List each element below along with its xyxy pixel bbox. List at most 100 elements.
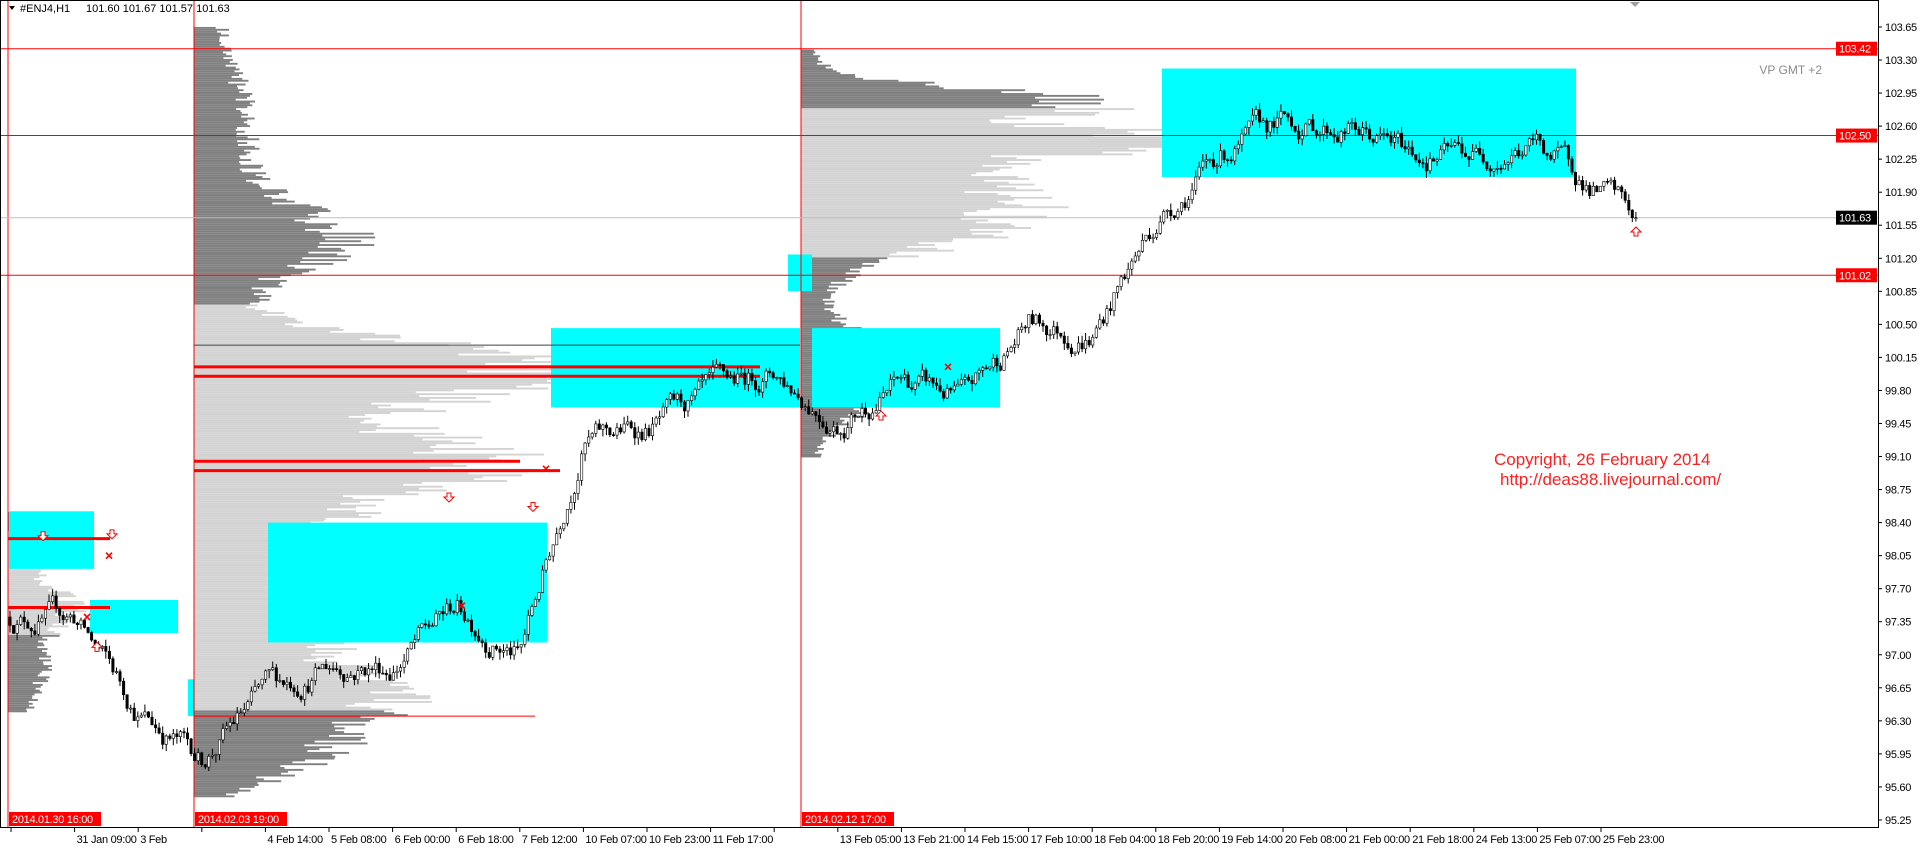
profile-bar [194, 108, 237, 111]
bull-candle [665, 399, 669, 408]
bear-candle [1570, 158, 1574, 173]
dropdown-triangle-icon[interactable] [9, 6, 15, 10]
bull-candle [221, 728, 225, 741]
profile-bar [194, 380, 548, 382]
bull-candle [68, 614, 72, 618]
bear-candle [931, 377, 935, 384]
bear-candle [189, 738, 193, 755]
bull-candle [1151, 237, 1155, 239]
profile-bar [801, 136, 1243, 139]
profile-bar [801, 242, 919, 245]
bull-candle [1094, 327, 1098, 338]
profile-bar [801, 138, 1287, 141]
bear-candle [1421, 162, 1425, 165]
profile-bar [194, 321, 303, 324]
bear-candle [682, 401, 686, 412]
bull-candle [519, 644, 523, 648]
bull-candle [700, 379, 704, 382]
profile-bar [194, 719, 370, 722]
bear-candle [1417, 159, 1421, 164]
bear-candle [193, 753, 197, 762]
y-tick-label: 98.40 [1885, 518, 1911, 530]
profile-bar [194, 338, 361, 341]
profile-bar [8, 570, 41, 573]
profile-bar [801, 111, 1100, 114]
bull-candle [327, 668, 331, 670]
bull-candle [1453, 142, 1457, 146]
bear-candle [814, 411, 818, 416]
profile-bar [194, 196, 272, 199]
profile-bar [194, 64, 226, 67]
y-tick-label: 99.80 [1885, 385, 1911, 397]
bull-candle [1346, 123, 1350, 134]
y-tick-label: 97.35 [1885, 617, 1911, 629]
profile-bar [194, 368, 637, 371]
bear-candle [1314, 130, 1318, 136]
bear-candle [338, 669, 342, 675]
profile-bar [194, 26, 216, 29]
x-tick-label: 20 Feb 08:00 [1285, 834, 1346, 846]
bear-candle [296, 691, 300, 697]
bear-candle [61, 615, 65, 621]
cross-marker-icon [458, 602, 466, 610]
profile-bar [801, 230, 1003, 233]
profile-bar [801, 436, 823, 439]
profile-bar [194, 723, 366, 726]
profile-bar [194, 293, 254, 296]
down-arrow-icon [105, 529, 119, 540]
profile-bar [801, 423, 849, 426]
profile-bar [194, 59, 233, 61]
profile-bar [801, 287, 838, 290]
bear-candle [1055, 326, 1059, 334]
y-tick-label: 102.25 [1885, 154, 1917, 166]
profile-bar [194, 232, 374, 235]
bull-candle [1435, 159, 1439, 162]
profile-bar [194, 436, 483, 439]
profile-bar [801, 429, 837, 431]
bull-candle [636, 431, 640, 439]
bear-candle [1123, 276, 1127, 279]
y-tick-label: 98.05 [1885, 551, 1911, 563]
bull-candle [505, 647, 509, 651]
bull-candle [1361, 127, 1365, 135]
profile-bar [194, 185, 260, 188]
profile-bar [194, 400, 491, 403]
profile-bar [194, 36, 220, 39]
profile-bar [194, 689, 403, 692]
bull-candle [1219, 150, 1223, 167]
profile-bar [801, 202, 1005, 205]
bear-candle [12, 625, 16, 634]
bear-candle [331, 668, 335, 670]
profile-bar [194, 153, 247, 156]
up-arrow-icon [1629, 226, 1643, 237]
profile-bar [801, 179, 985, 182]
bull-candle [178, 731, 182, 738]
bear-candle [867, 413, 871, 420]
profile-bar [801, 257, 888, 260]
profile-bar [801, 77, 864, 80]
profile-bar [801, 193, 998, 195]
profile-bar [801, 247, 938, 250]
profile-bar [194, 591, 300, 594]
x-tick-label: 31 Jan 09:00 [77, 834, 137, 846]
bear-candle [1464, 152, 1468, 157]
bull-candle [1279, 111, 1283, 119]
y-tick-label: 102.95 [1885, 88, 1917, 100]
profile-bar [8, 659, 51, 662]
profile-bar [8, 644, 45, 647]
bear-candle [1460, 143, 1464, 154]
level-price-label-bg [1836, 128, 1877, 143]
down-arrow-icon [442, 492, 456, 503]
profile-bar [801, 444, 821, 447]
profile-bar [194, 285, 283, 288]
bear-candle [342, 674, 346, 682]
y-tick-label: 95.25 [1885, 815, 1911, 827]
profile-bar [194, 138, 260, 141]
bull-candle [512, 646, 516, 656]
profile-bar [801, 272, 846, 275]
profile-bar [801, 96, 1036, 99]
chart-shift-marker-icon[interactable] [1630, 2, 1640, 7]
profile-bar [194, 699, 374, 701]
profile-bar [194, 708, 393, 711]
